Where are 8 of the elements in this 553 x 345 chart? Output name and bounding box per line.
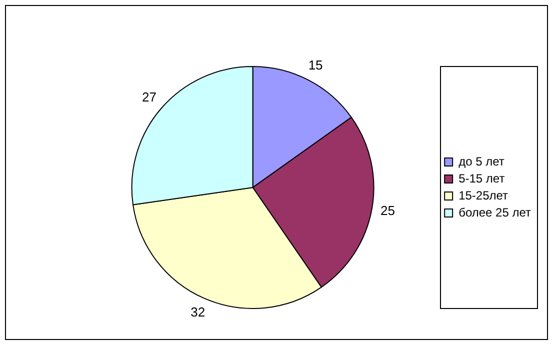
legend-label: более 25 лет (458, 205, 532, 220)
data-label: 15 (308, 57, 323, 72)
legend-label: до 5 лет (458, 154, 505, 168)
legend-label: 5-15 лет (458, 171, 506, 186)
legend-label: 15-25лет (458, 188, 509, 202)
data-label: 32 (190, 304, 206, 320)
data-label: 25 (380, 202, 395, 218)
data-label: 27 (142, 89, 156, 104)
